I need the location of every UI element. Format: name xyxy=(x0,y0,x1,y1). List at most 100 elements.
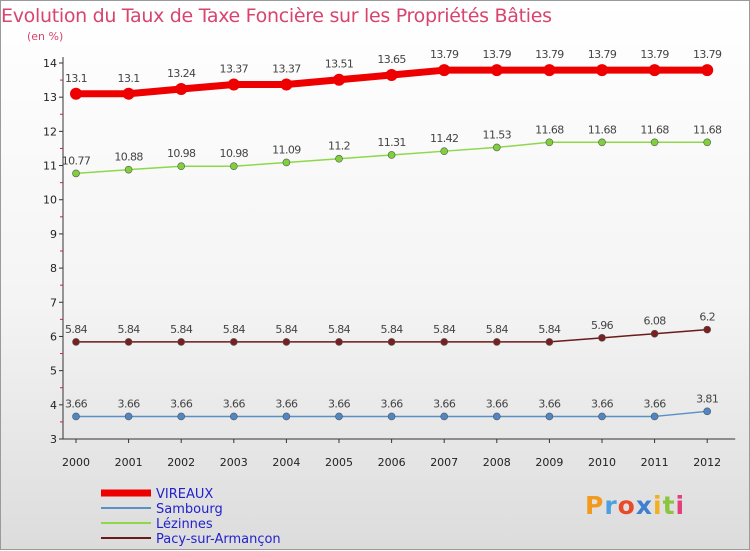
y-tick-label: 9 xyxy=(50,228,57,241)
data-point xyxy=(282,158,291,167)
data-label: 10.98 xyxy=(220,147,249,160)
data-label: 10.98 xyxy=(167,147,196,160)
data-point xyxy=(703,138,712,147)
data-point xyxy=(387,151,396,159)
data-label: 5.84 xyxy=(118,323,141,336)
data-label: 3.66 xyxy=(486,397,509,410)
data-point xyxy=(335,412,343,421)
data-point xyxy=(70,87,82,100)
data-point xyxy=(72,169,80,178)
data-label: 11.2 xyxy=(328,140,350,153)
data-point xyxy=(333,73,345,86)
y-tick-label: 5 xyxy=(50,365,57,378)
data-point xyxy=(543,64,556,77)
logo-letter: i xyxy=(653,491,663,520)
logo-letter: o xyxy=(617,491,636,520)
data-point xyxy=(385,68,398,81)
data-label: 3.66 xyxy=(118,397,141,410)
data-label: 11.68 xyxy=(535,123,564,136)
data-point xyxy=(122,87,135,100)
x-tick-label: 2000 xyxy=(62,456,90,469)
data-label: 10.77 xyxy=(62,154,91,167)
data-label: 11.53 xyxy=(483,128,512,141)
data-label: 5.84 xyxy=(328,323,351,336)
data-label: 3.66 xyxy=(223,397,246,410)
data-label: 13.65 xyxy=(377,53,406,66)
data-point xyxy=(282,412,291,421)
data-point xyxy=(280,78,293,91)
data-label: 5.84 xyxy=(433,323,456,336)
logo-letter: t xyxy=(662,491,676,520)
y-tick-label: 4 xyxy=(50,399,57,412)
x-tick-label: 2012 xyxy=(693,456,721,469)
data-label: 3.66 xyxy=(328,397,351,410)
data-point xyxy=(177,162,185,171)
data-point xyxy=(650,412,659,421)
data-label: 11.68 xyxy=(693,123,722,136)
data-label: 6.2 xyxy=(699,311,715,324)
data-label: 5.84 xyxy=(170,323,193,336)
data-label: 13.37 xyxy=(272,63,301,76)
data-label: 3.66 xyxy=(644,397,667,410)
data-label: 3.66 xyxy=(538,397,561,410)
x-tick-label: 2006 xyxy=(378,456,406,469)
data-point xyxy=(124,338,133,346)
data-point xyxy=(545,138,554,147)
data-point xyxy=(438,64,451,77)
data-point xyxy=(335,154,343,163)
x-tick-label: 2007 xyxy=(430,456,458,469)
data-point xyxy=(335,338,343,346)
chart-title: Evolution du Taux de Taxe Foncière sur l… xyxy=(1,5,552,27)
y-tick-label: 10 xyxy=(43,194,57,207)
data-point xyxy=(230,412,238,421)
legend-label: Sambourg xyxy=(156,502,223,517)
data-label: 6.08 xyxy=(644,315,667,328)
data-point xyxy=(177,412,185,421)
data-point xyxy=(598,334,606,342)
data-point xyxy=(72,412,80,421)
data-label: 5.84 xyxy=(223,323,246,336)
data-label: 3.81 xyxy=(696,392,718,405)
data-point xyxy=(703,407,712,416)
data-label: 3.66 xyxy=(381,397,404,410)
data-label: 13.24 xyxy=(167,67,196,80)
data-point xyxy=(440,412,449,421)
data-point xyxy=(124,412,133,421)
data-label: 5.84 xyxy=(275,323,298,336)
data-label: 5.96 xyxy=(591,319,614,332)
data-point xyxy=(650,138,659,147)
x-tick-label: 2005 xyxy=(325,456,353,469)
data-point xyxy=(175,82,188,95)
logo-letter: r xyxy=(604,491,618,520)
x-tick-label: 2010 xyxy=(588,456,616,469)
data-label: 13.1 xyxy=(65,72,87,85)
data-point xyxy=(703,325,712,334)
data-label: 11.42 xyxy=(430,132,459,145)
x-tick-label: 2002 xyxy=(167,456,195,469)
logo-letter: x xyxy=(635,491,653,520)
data-point xyxy=(230,338,238,346)
x-tick-label: 2011 xyxy=(641,456,669,469)
logo-letter: i xyxy=(675,491,686,520)
x-tick-label: 2003 xyxy=(220,456,248,469)
data-point xyxy=(387,338,396,346)
x-tick-label: 2004 xyxy=(272,456,300,469)
data-label: 13.79 xyxy=(693,48,722,61)
data-label: 13.79 xyxy=(588,48,617,61)
data-label: 3.66 xyxy=(170,397,193,410)
data-label: 13.37 xyxy=(220,63,249,76)
proxiti-logo: Proxiti xyxy=(585,491,685,520)
data-label: 11.09 xyxy=(272,143,301,156)
data-label: 13.79 xyxy=(430,48,459,61)
y-tick-label: 13 xyxy=(43,91,57,104)
data-label: 11.31 xyxy=(377,136,406,149)
data-label: 5.84 xyxy=(538,323,561,336)
data-label: 5.84 xyxy=(65,323,88,336)
data-point xyxy=(545,338,554,346)
y-tick-label: 12 xyxy=(43,125,57,138)
data-point xyxy=(598,138,606,147)
data-label: 11.68 xyxy=(588,123,617,136)
data-point xyxy=(490,64,503,77)
